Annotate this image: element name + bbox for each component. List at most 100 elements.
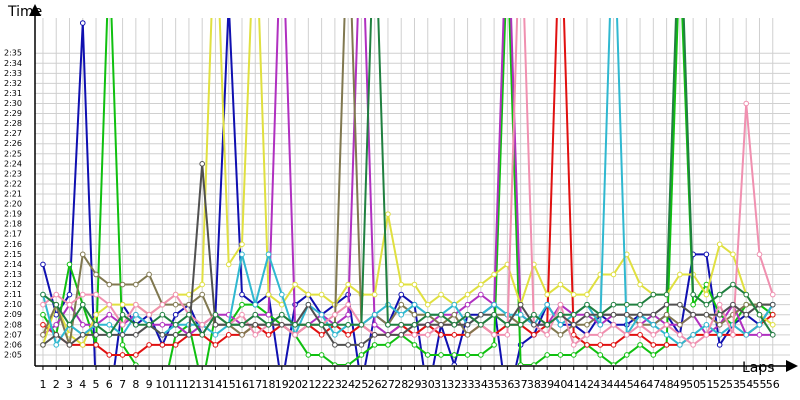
data-point — [663, 332, 670, 338]
data-point — [464, 301, 471, 308]
data-point — [623, 352, 630, 358]
x-tick-label: 51 — [699, 378, 713, 391]
data-point — [279, 321, 285, 328]
data-point — [623, 332, 630, 338]
y-tick-label: 2:16 — [4, 240, 22, 249]
x-tick-label: 43 — [593, 378, 607, 391]
y-tick-label: 2:18 — [4, 220, 22, 229]
data-point — [756, 301, 763, 308]
data-point — [252, 311, 259, 318]
data-point — [424, 321, 431, 328]
x-tick-label: 13 — [195, 378, 209, 391]
data-point — [424, 311, 431, 318]
data-point — [133, 352, 139, 358]
x-tick-label: 48 — [660, 378, 674, 391]
y-tick-label: 2:15 — [4, 250, 22, 259]
data-point — [451, 301, 458, 308]
x-tick-label: 9 — [146, 378, 153, 391]
data-point — [146, 321, 152, 328]
data-point — [119, 352, 126, 358]
data-point — [438, 321, 444, 328]
data-point — [398, 291, 405, 298]
data-point — [119, 281, 126, 288]
data-point — [345, 321, 351, 328]
y-tick-label: 2:08 — [4, 320, 22, 329]
data-point — [637, 321, 643, 328]
data-point — [716, 311, 723, 318]
data-point — [411, 311, 418, 318]
data-point — [172, 291, 179, 298]
data-point — [79, 321, 86, 328]
data-point — [345, 332, 351, 338]
data-point — [159, 321, 166, 328]
data-point — [438, 352, 444, 358]
data-point — [279, 301, 285, 308]
data-point — [637, 342, 643, 348]
data-point — [265, 321, 272, 328]
y-tick-label: 2:05 — [4, 350, 22, 359]
data-point — [318, 352, 325, 358]
x-axis-title: Laps — [742, 360, 775, 376]
data-point — [716, 342, 723, 348]
x-tick-label: 11 — [169, 378, 183, 391]
x-tick-label: 14 — [208, 378, 222, 391]
data-point — [371, 311, 378, 318]
x-tick-label: 31 — [434, 378, 448, 391]
data-point — [93, 271, 99, 278]
data-point — [119, 321, 126, 328]
data-point — [491, 301, 497, 308]
data-point — [716, 321, 723, 328]
data-point — [663, 291, 670, 298]
x-tick-label: 54 — [739, 378, 753, 391]
data-point — [703, 321, 710, 328]
data-point — [544, 332, 550, 338]
data-point — [133, 321, 139, 328]
x-tick-label: 1 — [39, 378, 46, 391]
data-point — [225, 261, 232, 268]
x-tick-label: 5 — [93, 378, 100, 391]
data-point — [106, 332, 113, 338]
x-tick-label: 53 — [726, 378, 740, 391]
data-point — [53, 311, 60, 318]
data-point — [730, 281, 736, 288]
data-point — [464, 291, 471, 298]
data-point — [451, 332, 458, 338]
data-point — [172, 311, 179, 318]
y-tick-label: 2:32 — [4, 79, 22, 88]
y-tick-label: 2:19 — [4, 210, 22, 219]
data-point — [345, 301, 351, 308]
x-tick-label: 8 — [132, 378, 139, 391]
data-point — [53, 321, 60, 328]
data-point — [557, 332, 564, 338]
data-point — [637, 332, 643, 338]
data-point — [292, 281, 298, 288]
data-point — [40, 311, 46, 318]
x-tick-label: 46 — [633, 378, 647, 391]
x-tick-label: 44 — [607, 378, 621, 391]
data-point — [743, 311, 750, 318]
y-axis-title: Time — [7, 4, 42, 20]
data-point — [119, 301, 126, 308]
data-point — [398, 321, 405, 328]
x-tick-label: 20 — [288, 378, 302, 391]
data-point — [451, 311, 458, 318]
y-tick-label: 2:10 — [4, 300, 22, 309]
x-tick-label: 23 — [328, 378, 342, 391]
data-point — [610, 321, 617, 328]
data-point — [531, 321, 537, 328]
data-point — [703, 311, 710, 318]
data-point — [438, 311, 444, 318]
data-point — [438, 291, 444, 298]
y-tick-label: 2:29 — [4, 109, 22, 118]
data-point — [411, 281, 418, 288]
data-point — [133, 311, 139, 318]
data-point — [212, 332, 219, 338]
data-point — [570, 321, 577, 328]
data-point — [570, 352, 577, 358]
data-point — [730, 301, 736, 308]
data-point — [517, 311, 524, 318]
data-point — [318, 311, 325, 318]
data-point — [53, 332, 60, 338]
data-point — [584, 332, 590, 338]
data-point — [716, 241, 723, 248]
